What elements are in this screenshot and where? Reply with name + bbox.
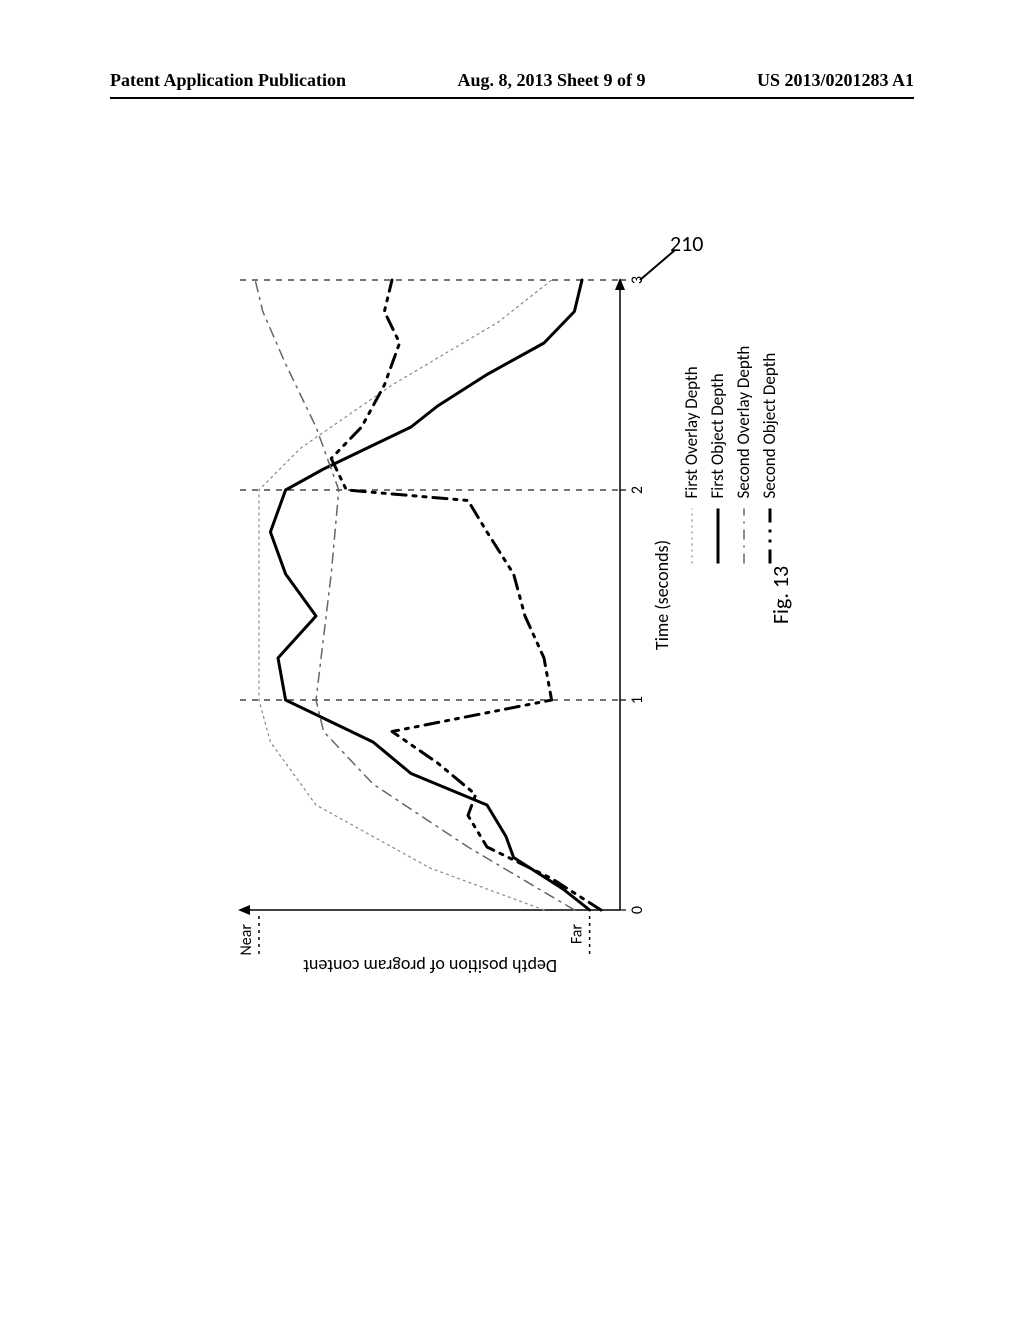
page-header: Patent Application Publication Aug. 8, 2… bbox=[110, 70, 914, 99]
svg-text:Second Object Depth: Second Object Depth bbox=[759, 353, 780, 499]
svg-text:2: 2 bbox=[628, 486, 647, 494]
svg-text:Far: Far bbox=[568, 924, 587, 945]
header-center: Aug. 8, 2013 Sheet 9 of 9 bbox=[458, 70, 646, 91]
svg-text:First Overlay Depth: First Overlay Depth bbox=[681, 366, 702, 498]
header-right: US 2013/0201283 A1 bbox=[757, 70, 914, 91]
svg-text:1: 1 bbox=[628, 696, 647, 704]
svg-text:Second Overlay Depth: Second Overlay Depth bbox=[733, 346, 754, 499]
page: Patent Application Publication Aug. 8, 2… bbox=[0, 0, 1024, 1320]
depth-chart: 0123Time (seconds)NearFarDepth position … bbox=[220, 260, 800, 980]
header-left: Patent Application Publication bbox=[110, 70, 346, 91]
reference-arrow-icon bbox=[630, 240, 680, 290]
svg-text:0: 0 bbox=[628, 906, 647, 914]
svg-text:Near: Near bbox=[237, 924, 256, 956]
reference-numeral: 210 bbox=[670, 230, 703, 257]
svg-text:Depth position of program cont: Depth position of program content bbox=[303, 955, 557, 977]
svg-text:First Object Depth: First Object Depth bbox=[707, 373, 728, 498]
figure-container: 0123Time (seconds)NearFarDepth position … bbox=[220, 260, 800, 980]
svg-text:Time (seconds): Time (seconds) bbox=[651, 540, 673, 650]
svg-text:Fig. 13: Fig. 13 bbox=[767, 566, 794, 624]
